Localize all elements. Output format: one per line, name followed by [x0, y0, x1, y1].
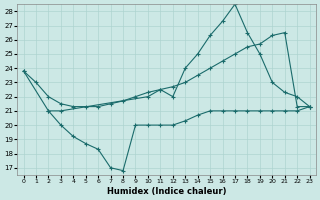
- X-axis label: Humidex (Indice chaleur): Humidex (Indice chaleur): [107, 187, 226, 196]
